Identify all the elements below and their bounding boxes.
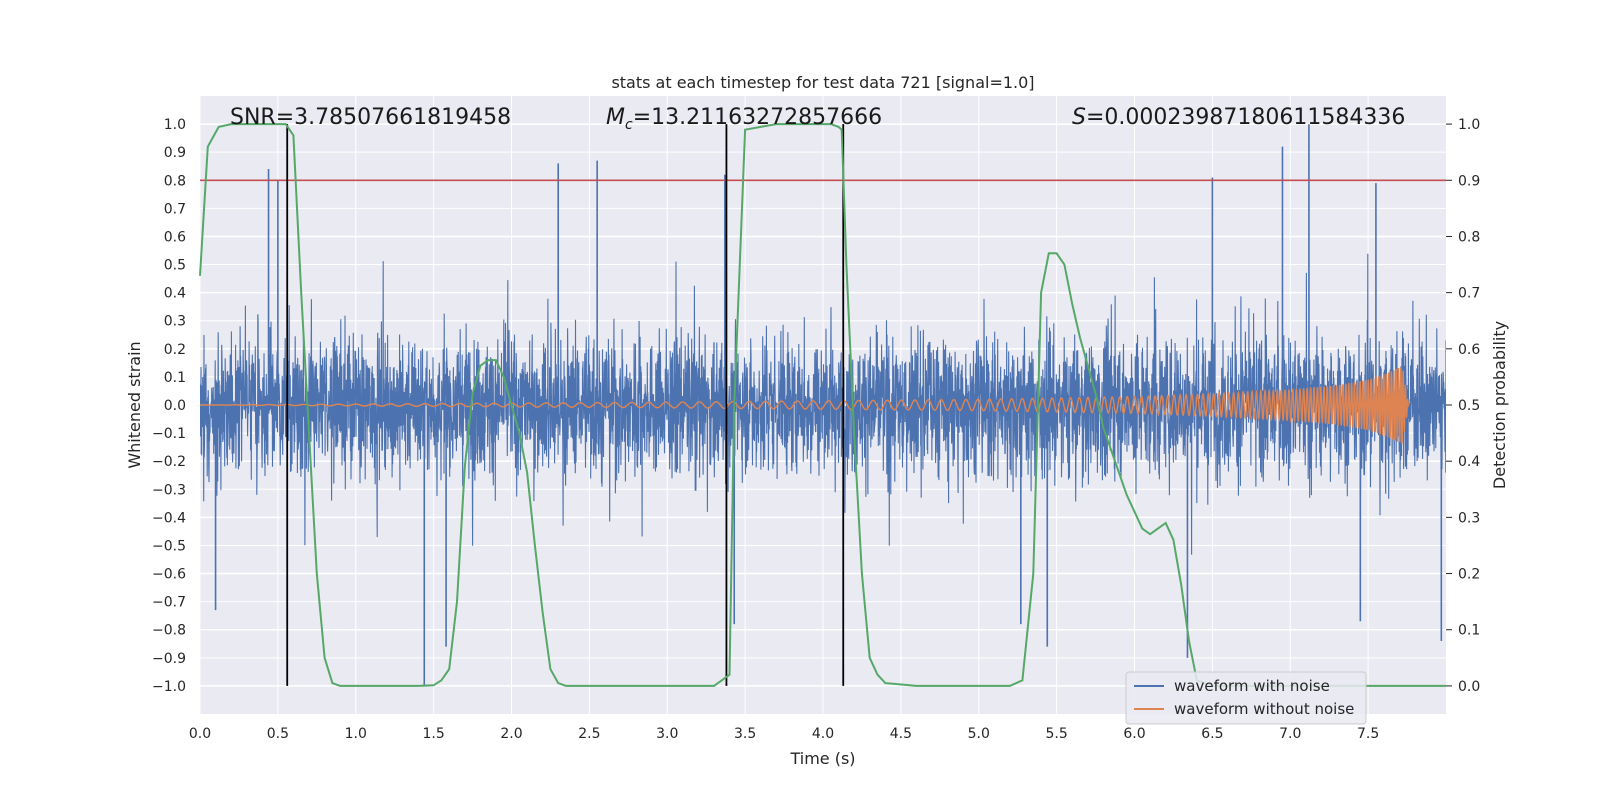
noise-trace	[200, 253, 1446, 555]
legend-label-clean: waveform without noise	[1174, 700, 1354, 718]
x-tick-label: 7.0	[1279, 726, 1301, 742]
legend: waveform with noise waveform without noi…	[1125, 671, 1367, 725]
x-tick-label: 7.5	[1357, 726, 1379, 742]
y-tick-label: 0.2	[164, 342, 186, 358]
y-tick-label: 0.4	[164, 286, 186, 302]
chirp-mass-annotation: Mc=13.21163272857666	[606, 105, 882, 133]
y-tick-label: −0.5	[152, 538, 186, 554]
x-tick-label: 6.5	[1201, 726, 1223, 742]
y-tick-label: −0.3	[152, 482, 186, 498]
chirp-mass-subscript: c	[625, 117, 633, 133]
y-tick-label: −1.0	[152, 679, 186, 695]
s-annotation: S=0.00023987180611584336	[1072, 105, 1405, 130]
y-tick-label: 0.0	[164, 398, 186, 414]
s-value: =0.00023987180611584336	[1086, 105, 1405, 130]
y-tick-label: −0.9	[152, 651, 186, 667]
x-tick-label: 3.0	[656, 726, 678, 742]
y-right-tick-label: 0.0	[1458, 679, 1480, 695]
y-right-tick-label: 0.4	[1458, 454, 1480, 470]
legend-label-noise: waveform with noise	[1174, 677, 1330, 695]
y-tick-label: 0.7	[164, 201, 186, 217]
y-right-tick-label: 0.5	[1458, 398, 1480, 414]
x-tick-label: 1.0	[345, 726, 367, 742]
y-tick-label: −0.7	[152, 595, 186, 611]
chart-title: stats at each timestep for test data 721…	[611, 73, 1034, 92]
y-right-tick-label: 0.7	[1458, 286, 1480, 302]
x-tick-label: 5.0	[968, 726, 990, 742]
y-axis-label-left: Whitened strain	[125, 341, 144, 468]
y-tick-label: 1.0	[164, 117, 186, 133]
y-tick-label: 0.9	[164, 145, 186, 161]
y-right-tick-label: 0.1	[1458, 623, 1480, 639]
y-axis-right-ticks: 1.0 0.9 0.8 0.7 0.6 0.5 0.4 0.3 0.2 0.1 0.0	[1446, 117, 1480, 695]
x-axis-label: Time (s)	[789, 749, 855, 768]
x-tick-label: 6.0	[1123, 726, 1145, 742]
x-tick-label: 0.5	[267, 726, 289, 742]
x-tick-label: 5.5	[1045, 726, 1067, 742]
y-axis-label-right: Detection probability	[1490, 321, 1509, 489]
chirp-mass-value: =13.21163272857666	[633, 105, 882, 130]
y-right-tick-label: 0.3	[1458, 510, 1480, 526]
legend-box	[1125, 671, 1367, 725]
y-tick-label: −0.2	[152, 454, 186, 470]
y-right-tick-label: 0.8	[1458, 229, 1480, 245]
y-tick-label: 0.5	[164, 258, 186, 274]
x-tick-label: 4.5	[890, 726, 912, 742]
y-tick-label: −0.4	[152, 510, 186, 526]
y-tick-label: 0.3	[164, 314, 186, 330]
snr-annotation: SNR=3.78507661819458	[230, 105, 511, 130]
y-tick-label: −0.6	[152, 567, 186, 583]
y-right-tick-label: 1.0	[1458, 117, 1480, 133]
chirp-mass-symbol: M	[606, 105, 625, 130]
vertical-markers	[286, 124, 845, 686]
clean-trace	[200, 367, 1410, 445]
series-waveform-without-noise	[200, 367, 1410, 445]
plot-area	[199, 123, 1446, 687]
y-tick-label: 0.8	[164, 173, 186, 189]
x-axis-ticks: 0.0 0.5 1.0 1.5 2.0 2.5 3.0 3.5 4.0 4.5 5.0 5.5 6.0 6…	[189, 726, 1379, 742]
x-tick-label: 0.0	[189, 726, 211, 742]
y-right-tick-label: 0.9	[1458, 173, 1480, 189]
y-tick-label: 0.6	[164, 229, 186, 245]
series-detection-probability	[199, 123, 1446, 687]
y-tick-label: 0.1	[164, 370, 186, 386]
y-axis-left-ticks: 1.0 0.9 0.8 0.7 0.6 0.5 0.4 0.3 0.2 0.1 0.0 −0.1 −0.…	[152, 117, 186, 695]
s-symbol: S	[1072, 105, 1086, 130]
y-right-tick-label: 0.2	[1458, 567, 1480, 583]
x-tick-label: 1.5	[422, 726, 444, 742]
x-tick-label: 2.0	[500, 726, 522, 742]
y-tick-label: −0.8	[152, 623, 186, 639]
y-right-tick-label: 0.6	[1458, 342, 1480, 358]
x-tick-label: 4.0	[812, 726, 834, 742]
x-tick-label: 3.5	[734, 726, 756, 742]
x-tick-label: 2.5	[578, 726, 600, 742]
y-tick-label: −0.1	[152, 426, 186, 442]
